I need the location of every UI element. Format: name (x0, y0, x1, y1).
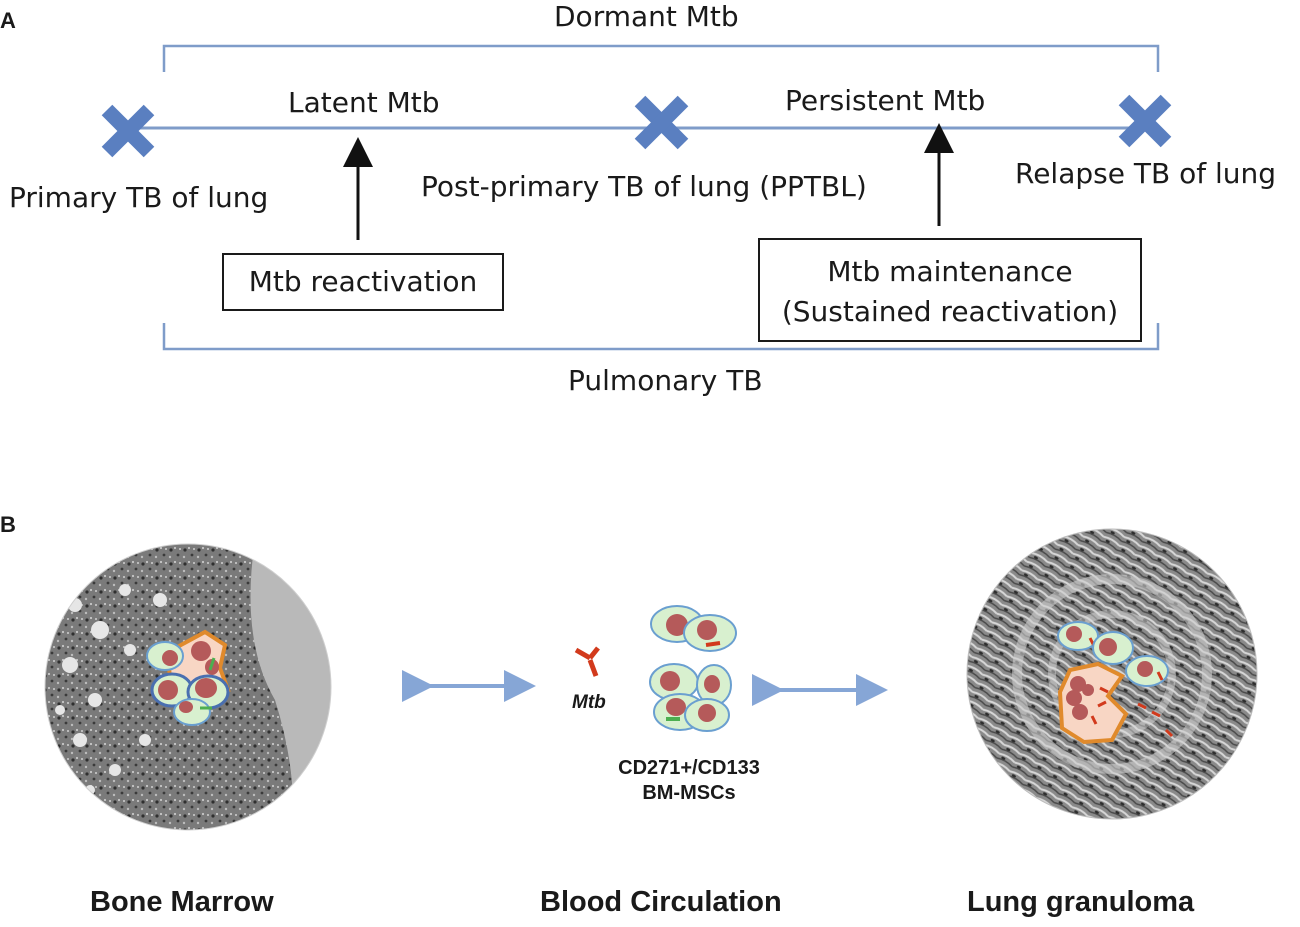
persistent-mtb-label: Persistent Mtb (785, 84, 986, 117)
reactivation-box-text: Mtb reactivation (248, 265, 478, 298)
relapse-marker-icon (1118, 94, 1172, 148)
relapse-tb-label: Relapse TB of lung (1015, 157, 1276, 190)
primary-marker-icon (101, 104, 155, 158)
dormant-mtb-label: Dormant Mtb (554, 0, 739, 33)
blood-circulation-label: Blood Circulation (540, 886, 782, 918)
maintenance-box-line2: (Sustained reactivation) (781, 295, 1119, 328)
cells-label-line2: BM-MSCs (642, 782, 736, 804)
blood-cells-cluster (649, 605, 737, 732)
panel-a-label: A (0, 8, 16, 33)
mtb-bacteria-icon (574, 646, 600, 677)
post-primary-marker-icon (634, 95, 689, 150)
cells-label-line1: CD271+/CD133 (618, 757, 760, 779)
pulmonary-bracket (162, 323, 1160, 351)
mtb-label: Mtb (572, 692, 606, 713)
lung-granuloma-cells (1057, 621, 1174, 745)
reactivation-box: Mtb reactivation (222, 253, 504, 311)
dormant-bracket (162, 44, 1160, 72)
bone-marrow-label: Bone Marrow (90, 886, 274, 918)
pulmonary-tb-label: Pulmonary TB (568, 364, 763, 397)
latent-mtb-label: Latent Mtb (288, 86, 440, 119)
maintenance-box-line1: Mtb maintenance (827, 255, 1073, 288)
primary-tb-label: Primary TB of lung (9, 181, 269, 214)
lung-granuloma-label: Lung granuloma (967, 886, 1195, 918)
post-primary-tb-label: Post-primary TB of lung (PPTBL) (421, 170, 867, 203)
panel-b-label: B (0, 512, 16, 537)
maintenance-box: Mtb maintenance (Sustained reactivation) (758, 238, 1142, 342)
bone-marrow-cells-cluster (146, 629, 231, 726)
cells-label: CD271+/CD133 BM-MSCs (604, 756, 774, 806)
